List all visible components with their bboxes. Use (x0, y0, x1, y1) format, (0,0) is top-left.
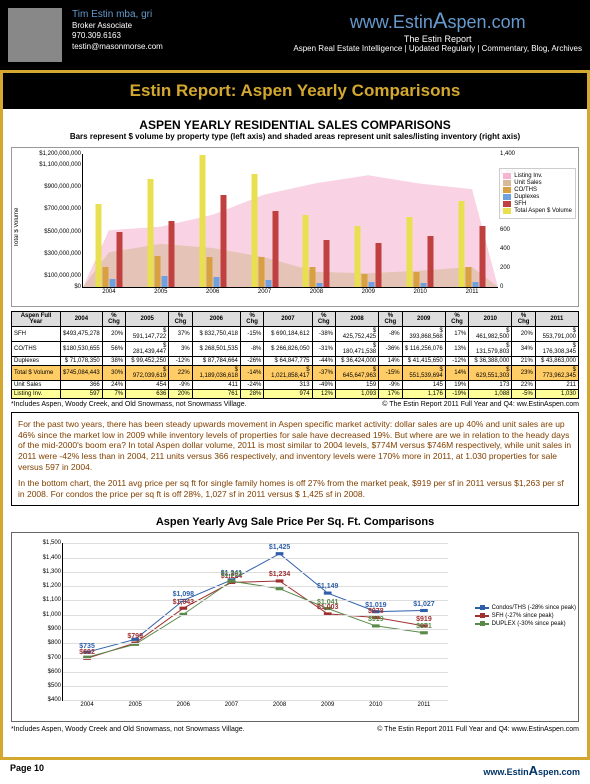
report-name: The Estin Report (293, 34, 582, 44)
page-number: Page 10 (10, 763, 44, 778)
author-phone: 970.309.6163 (72, 31, 163, 41)
author-photo (8, 8, 62, 62)
chart2-title: Aspen Yearly Avg Sale Price Per Sq. Ft. … (11, 516, 579, 528)
comparison-table: Aspen Full Year2004% Chg2005% Chg2006% C… (11, 311, 579, 399)
header-url: www.EstinAspen.com (293, 8, 582, 34)
section-title: ASPEN YEARLY RESIDENTIAL SALES COMPARISO… (11, 118, 579, 132)
content-area: ASPEN YEARLY RESIDENTIAL SALES COMPARISO… (0, 109, 590, 757)
footer-url: www.EstinAspen.com (483, 763, 580, 778)
chart1-legend: Listing Inv.Unit SalesCO/THSDuplexesSFHT… (499, 168, 576, 219)
author-role: Broker Associate (72, 21, 163, 31)
chart2-plot: $400$500$600$700$800$900$1,000$1,100$1,2… (62, 543, 448, 701)
section-subtitle: Bars represent $ volume by property type… (11, 132, 579, 141)
price-chart: $400$500$600$700$800$900$1,000$1,100$1,2… (11, 532, 579, 722)
header-branding: www.EstinAspen.com The Estin Report Aspe… (293, 8, 582, 53)
analysis-box: For the past two years, there has been s… (11, 412, 579, 506)
page-title: Estin Report: Aspen Yearly Comparisons (0, 73, 590, 109)
chart2-legend: Condos/THS (-28% since peak)SFH (-27% si… (475, 603, 576, 629)
footnote3: *Includes Aspen, Woody Creek and Old Sno… (11, 726, 245, 733)
tagline: Aspen Real Estate Intelligence | Updated… (293, 44, 582, 53)
author-name: Tim Estin mba, gri (72, 8, 163, 21)
footnote-right: © The Estin Report 2011 Full Year and Q4… (382, 401, 579, 408)
chart2-footnote: *Includes Aspen, Woody Creek and Old Sno… (11, 726, 579, 733)
volume-chart: Total $ Volume 2004200520062007200820092… (11, 147, 579, 307)
author-email: testin@masonmorse.com (72, 42, 163, 52)
analysis-p2: In the bottom chart, the 2011 avg price … (18, 478, 572, 499)
footnote-left: *Includes Aspen, Woody Creek, and Old Sn… (11, 401, 247, 408)
chart1-ylabel: Total $ Volume (12, 148, 22, 306)
footnote4: © The Estin Report 2011 Full Year and Q4… (377, 726, 579, 733)
author-info: Tim Estin mba, gri Broker Associate 970.… (72, 8, 163, 52)
page-header: Tim Estin mba, gri Broker Associate 970.… (0, 0, 590, 70)
analysis-p1: For the past two years, there has been s… (18, 419, 572, 472)
table-footnote: *Includes Aspen, Woody Creek, and Old Sn… (11, 401, 579, 408)
chart1-plot: 20042005200620072008200920102011$0$100,0… (82, 154, 498, 288)
